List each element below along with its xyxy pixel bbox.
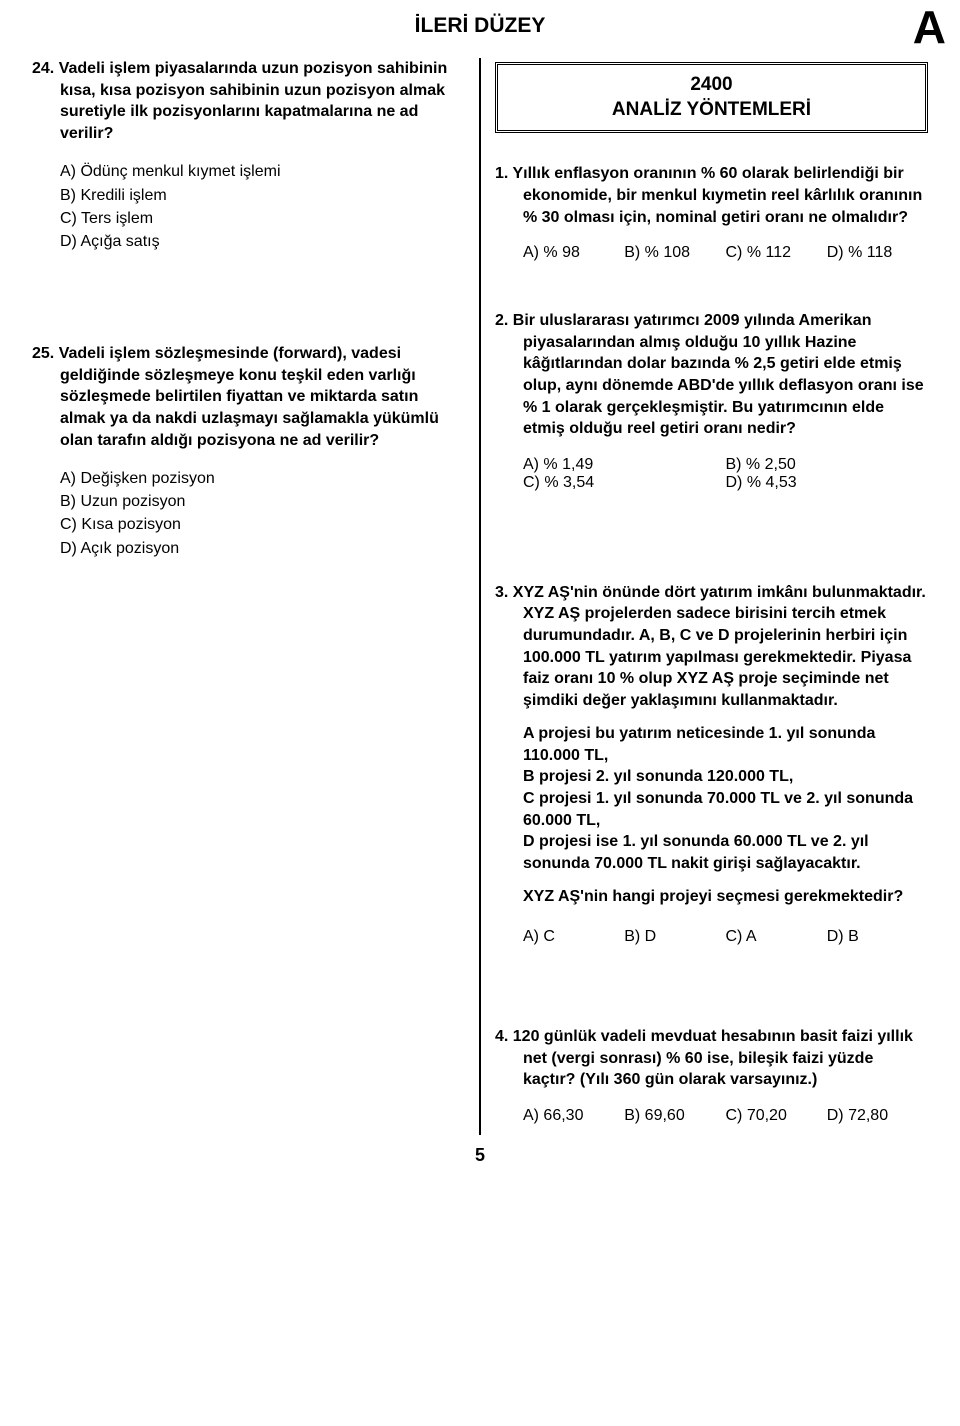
option-d: D) % 4,53 <box>725 474 928 492</box>
question-2: 2. Bir uluslararası yatırımcı 2009 yılın… <box>495 310 928 492</box>
options: A) 66,30 B) 69,60 C) 70,20 D) 72,80 <box>495 1107 928 1125</box>
question-number: 25. <box>32 345 54 362</box>
page-header: İLERİ DÜZEY A <box>20 10 940 50</box>
question-text: 25. Vadeli işlem sözleşmesinde (forward)… <box>32 343 465 451</box>
option-a: A) % 98 <box>523 244 624 262</box>
question-text: 1. Yıllık enflasyon oranının % 60 olarak… <box>495 163 928 228</box>
question-4: 4. 120 günlük vadeli mevduat hesabının b… <box>495 1026 928 1125</box>
question-number: 1. <box>495 165 508 182</box>
option-b: B) 69,60 <box>624 1107 725 1125</box>
question-number: 2. <box>495 312 508 329</box>
option-b: B) Kredili işlem <box>60 184 465 207</box>
section-code: 2400 <box>502 73 921 98</box>
question-number: 24. <box>32 60 54 77</box>
option-c: C) Ters işlem <box>60 207 465 230</box>
option-b: B) % 2,50 <box>725 456 928 474</box>
option-b: B) % 108 <box>624 244 725 262</box>
option-a: A) Değişken pozisyon <box>60 467 465 490</box>
question-body: Vadeli işlem sözleşmesinde (forward), va… <box>59 345 439 448</box>
question-body: XYZ AŞ'nin önünde dört yatırım imkânı bu… <box>513 584 926 709</box>
option-c: C) A <box>725 928 826 946</box>
page-number: 5 <box>20 1145 940 1166</box>
left-column: 24. Vadeli işlem piyasalarında uzun pozi… <box>20 58 477 1135</box>
question-body: Vadeli işlem piyasalarında uzun pozisyon… <box>59 60 448 142</box>
option-a: A) 66,30 <box>523 1107 624 1125</box>
question-number: 3. <box>495 584 508 601</box>
question-body: 120 günlük vadeli mevduat hesabının basi… <box>513 1028 913 1088</box>
right-column: 2400 ANALİZ YÖNTEMLERİ 1. Yıllık enflasy… <box>483 58 940 1135</box>
option-b: B) D <box>624 928 725 946</box>
option-a: A) % 1,49 <box>523 456 726 474</box>
question-1: 1. Yıllık enflasyon oranının % 60 olarak… <box>495 163 928 262</box>
option-c: C) % 3,54 <box>523 474 726 492</box>
question-sub1: A projesi bu yatırım neticesinde 1. yıl … <box>495 723 928 874</box>
question-sub2: XYZ AŞ'nin hangi projeyi seçmesi gerekme… <box>495 886 928 908</box>
question-text: 2. Bir uluslararası yatırımcı 2009 yılın… <box>495 310 928 440</box>
column-divider <box>479 58 481 1135</box>
question-text: 4. 120 günlük vadeli mevduat hesabının b… <box>495 1026 928 1091</box>
option-d: D) Açığa satış <box>60 230 465 253</box>
question-text: 3. XYZ AŞ'nin önünde dört yatırım imkânı… <box>495 582 928 712</box>
question-text: 24. Vadeli işlem piyasalarında uzun pozi… <box>32 58 465 144</box>
booklet-letter: A <box>913 0 946 54</box>
options: A) C B) D C) A D) B <box>495 928 928 946</box>
option-d: D) 72,80 <box>827 1107 928 1125</box>
options: A) Değişken pozisyon B) Uzun pozisyon C)… <box>32 467 465 560</box>
options: A) % 1,49 B) % 2,50 C) % 3,54 D) % 4,53 <box>495 456 928 492</box>
option-d: D) Açık pozisyon <box>60 537 465 560</box>
option-a: A) C <box>523 928 624 946</box>
header-title: İLERİ DÜZEY <box>20 10 940 38</box>
question-body: Bir uluslararası yatırımcı 2009 yılında … <box>513 312 924 437</box>
options: A) % 98 B) % 108 C) % 112 D) % 118 <box>495 244 928 262</box>
question-body: Yıllık enflasyon oranının % 60 olarak be… <box>512 165 922 225</box>
page-body: 24. Vadeli işlem piyasalarında uzun pozi… <box>20 58 940 1135</box>
question-25: 25. Vadeli işlem sözleşmesinde (forward)… <box>32 343 465 560</box>
section-title: ANALİZ YÖNTEMLERİ <box>502 98 921 123</box>
option-c: C) 70,20 <box>725 1107 826 1125</box>
option-d: D) B <box>827 928 928 946</box>
options: A) Ödünç menkul kıymet işlemi B) Kredili… <box>32 160 465 253</box>
option-c: C) Kısa pozisyon <box>60 513 465 536</box>
section-box: 2400 ANALİZ YÖNTEMLERİ <box>495 62 928 133</box>
option-b: B) Uzun pozisyon <box>60 490 465 513</box>
option-c: C) % 112 <box>725 244 826 262</box>
question-3: 3. XYZ AŞ'nin önünde dört yatırım imkânı… <box>495 582 928 946</box>
question-number: 4. <box>495 1028 508 1045</box>
question-24: 24. Vadeli işlem piyasalarında uzun pozi… <box>32 58 465 253</box>
option-d: D) % 118 <box>827 244 928 262</box>
option-a: A) Ödünç menkul kıymet işlemi <box>60 160 465 183</box>
